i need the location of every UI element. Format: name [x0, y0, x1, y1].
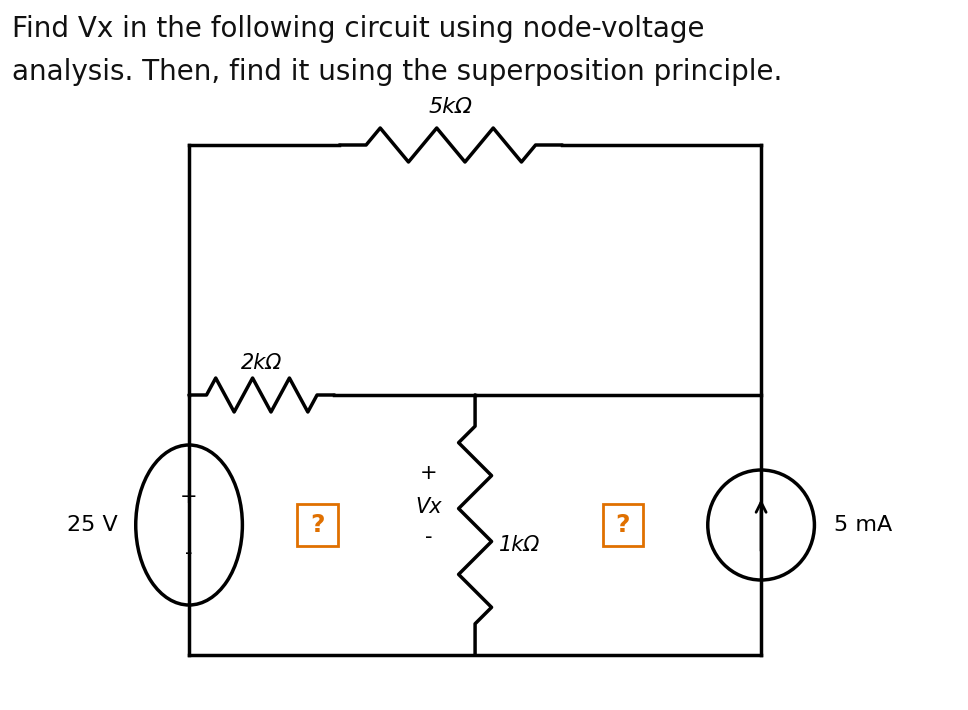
Text: 25 V: 25 V — [67, 515, 117, 535]
Text: analysis. Then, find it using the superposition principle.: analysis. Then, find it using the superp… — [12, 58, 782, 86]
Text: 5kΩ: 5kΩ — [429, 97, 472, 117]
Text: +: + — [180, 487, 197, 507]
Text: 1kΩ: 1kΩ — [499, 535, 541, 555]
Text: 5 mA: 5 mA — [833, 515, 892, 535]
Text: 2kΩ: 2kΩ — [241, 353, 283, 373]
FancyBboxPatch shape — [297, 504, 338, 546]
Text: ?: ? — [311, 513, 325, 537]
Text: ?: ? — [616, 513, 630, 537]
Text: Find Vx in the following circuit using node-voltage: Find Vx in the following circuit using n… — [12, 15, 704, 43]
Text: -: - — [425, 527, 433, 547]
Text: Vx: Vx — [415, 497, 441, 517]
Text: -: - — [185, 543, 193, 563]
Text: +: + — [420, 463, 438, 483]
FancyBboxPatch shape — [602, 504, 644, 546]
